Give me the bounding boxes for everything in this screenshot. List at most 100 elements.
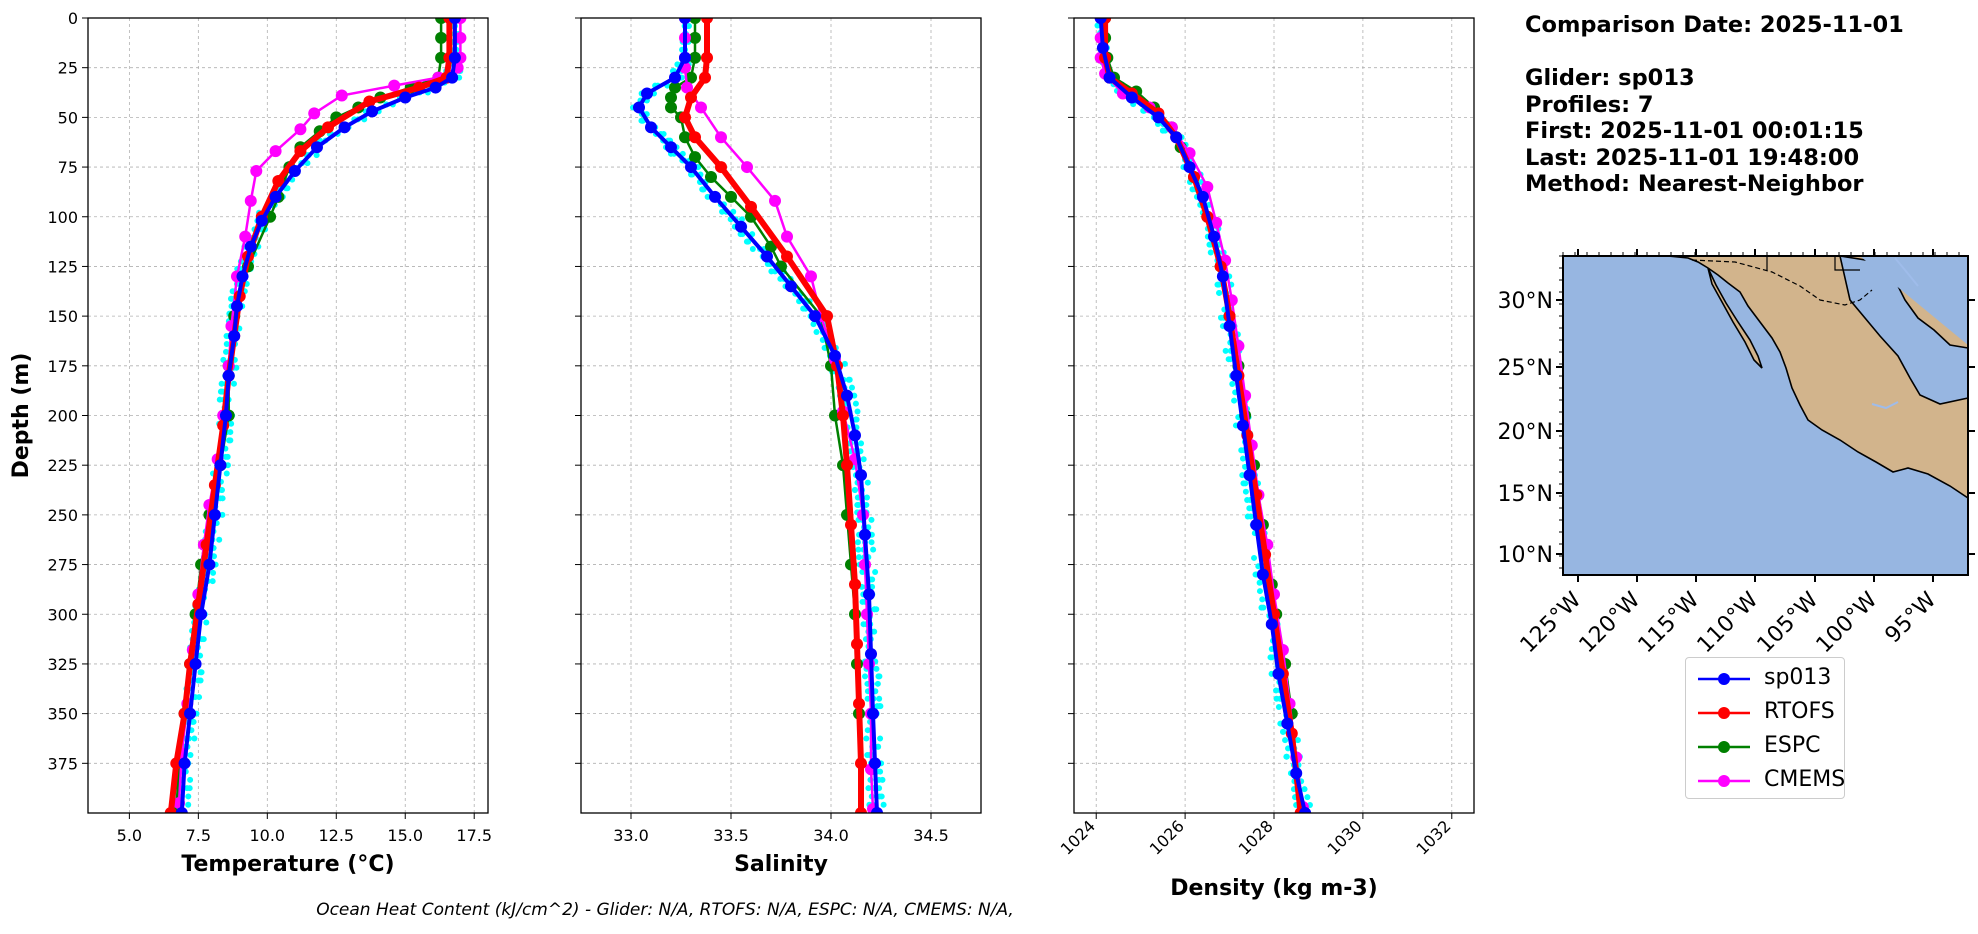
- glider-profile-point: [1247, 513, 1254, 520]
- series-point-sp013: [203, 558, 216, 571]
- series-point-sp013: [1152, 111, 1165, 124]
- series-point-espc: [689, 51, 701, 64]
- series-point-cmems: [1210, 216, 1223, 229]
- glider-profile-point: [873, 665, 880, 672]
- series-point-sp013: [255, 214, 268, 227]
- glider-profile-point: [227, 295, 234, 302]
- glider-profile-point: [186, 785, 193, 792]
- series-point-cmems: [781, 230, 793, 243]
- series-point-rtofs: [821, 310, 833, 323]
- method: Method: Nearest-Neighbor: [1525, 171, 1864, 197]
- series-point-rtofs: [322, 121, 334, 134]
- legend-label-sp013: sp013: [1764, 665, 1832, 690]
- series-point-sp013: [865, 648, 877, 660]
- legend-swatch-cmems: [1698, 775, 1750, 787]
- series-line-cmems: [1099, 18, 1305, 808]
- glider-profile-point: [203, 619, 210, 626]
- glider-profile-point: [854, 408, 861, 415]
- series-point-rtofs: [294, 145, 307, 158]
- glider-profile-point: [848, 384, 855, 391]
- map-rivers: [1871, 257, 1919, 410]
- plot-area: [1094, 18, 1313, 813]
- glider-profile-point: [1283, 753, 1290, 760]
- glider-name: Glider: sp013: [1525, 65, 1695, 91]
- series-point-cmems: [239, 230, 252, 243]
- series-point-sp013: [1250, 518, 1263, 531]
- series-point-sp013: [269, 190, 282, 203]
- series-point-cmems: [454, 31, 467, 44]
- x-tick-label: 10.0: [249, 826, 285, 845]
- first-time: First: 2025-11-01 00:01:15: [1525, 118, 1864, 144]
- chart-panel-0: 5.0 7.5 10.0 12.5 15.0 17.5 0 25 50 75 100 125 150 17…: [9, 9, 492, 877]
- series-point-sp013: [208, 508, 221, 521]
- series-point-sp013: [761, 250, 773, 263]
- series-point-rtofs: [701, 51, 713, 64]
- y-tick-label: 75: [58, 158, 78, 177]
- comparison-date: Comparison Date: 2025-11-01: [1525, 12, 1904, 38]
- ocean-heat-content-footer: Ocean Heat Content (kJ/cm^2) - Glider: N…: [316, 900, 1014, 920]
- map-lon-label: 100°W: [1812, 587, 1883, 658]
- series-point-sp013: [222, 369, 235, 382]
- glider-profile-point: [216, 536, 223, 543]
- glider-profile-point: [185, 801, 192, 808]
- glider-profile-point: [1229, 381, 1236, 388]
- chart-panel-2: 1024 1026 1028 1030 1032 Density (kg m-3): [1057, 17, 1475, 901]
- series-point-sp013: [829, 349, 841, 362]
- glider-profile-point: [1256, 588, 1263, 595]
- glider-profile-point: [810, 321, 817, 328]
- x-axis-label: Density (kg m-3): [1170, 876, 1378, 901]
- series-point-sp013: [679, 51, 691, 64]
- x-tick-label: 1024: [1057, 816, 1099, 858]
- series-point-sp013: [1183, 161, 1196, 174]
- series-point-sp013: [1236, 419, 1249, 432]
- glider-profile-point: [877, 768, 884, 775]
- glider-profile-point: [223, 470, 230, 477]
- series-point-sp013: [448, 51, 461, 64]
- glider-profile-point: [1159, 127, 1166, 134]
- plot-area: [164, 18, 467, 813]
- series-point-sp013: [1281, 717, 1294, 730]
- legend-label-rtofs: RTOFS: [1764, 699, 1835, 724]
- x-tick-label: 15.0: [387, 826, 423, 845]
- glider-profile-point: [859, 598, 866, 605]
- glider-profile-point: [1222, 347, 1229, 354]
- series-point-sp013: [244, 240, 257, 253]
- y-tick-label: 350: [47, 705, 78, 724]
- series-point-espc: [689, 151, 701, 164]
- series-point-sp013: [669, 71, 681, 84]
- glider-profile-point: [872, 569, 879, 576]
- y-tick-label: 375: [47, 754, 78, 773]
- glider-profile-point: [688, 171, 695, 178]
- series-point-rtofs: [679, 111, 691, 124]
- glider-profile-point: [859, 569, 866, 576]
- glider-profile-point: [864, 494, 871, 501]
- series-point-cmems: [1201, 180, 1214, 193]
- glider-profile-point: [1275, 704, 1282, 710]
- series-point-sp013: [448, 18, 461, 24]
- y-tick-label: 200: [47, 407, 78, 426]
- glider-profile-point: [195, 677, 202, 684]
- series-point-sp013: [841, 389, 853, 402]
- glider-profile-point: [210, 569, 217, 576]
- glider-profile-point: [1251, 554, 1258, 561]
- series-point-sp013: [1265, 618, 1278, 631]
- glider-profile-point: [185, 793, 192, 800]
- series-point-sp013: [399, 91, 412, 104]
- y-tick-label: 125: [47, 257, 78, 276]
- series-point-sp013: [1256, 568, 1269, 581]
- glider-profile-point: [198, 669, 205, 676]
- glider-profile-point: [196, 694, 203, 701]
- series-point-cmems: [715, 131, 727, 144]
- y-tick-label: 100: [47, 208, 78, 227]
- series-point-sp013: [641, 87, 653, 100]
- glider-profile-point: [699, 186, 706, 193]
- x-tick-label: 5.0: [117, 826, 142, 845]
- map-lon-label: 105°W: [1753, 587, 1824, 658]
- y-axis-label: Depth (m): [9, 353, 34, 479]
- glider-profile-point: [877, 735, 884, 742]
- glider-profile-point: [219, 511, 226, 518]
- series-point-sp013: [679, 18, 691, 24]
- info-spacer: [1525, 39, 1904, 66]
- series-point-sp013: [1299, 807, 1312, 813]
